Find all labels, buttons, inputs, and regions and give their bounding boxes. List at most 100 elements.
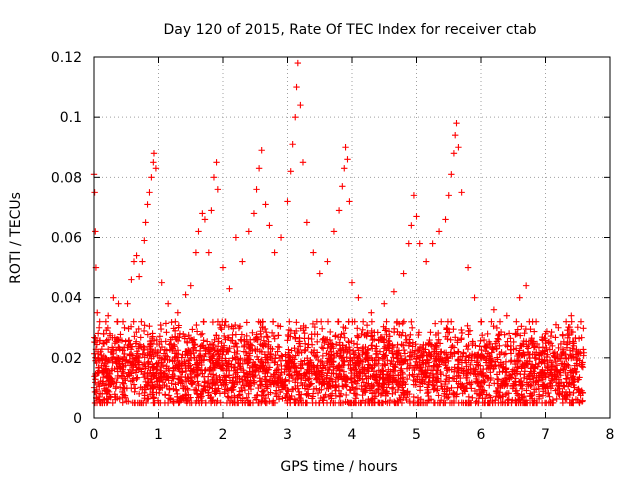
baseline-point (464, 322, 471, 330)
baseline-point (354, 344, 361, 351)
baseline-point (406, 352, 414, 359)
baseline-point (475, 362, 482, 369)
baseline-point (413, 347, 421, 355)
baseline-point (335, 382, 343, 390)
baseline-point (239, 378, 246, 386)
chart-title: Day 120 of 2015, Rate Of TEC Index for r… (163, 22, 536, 38)
baseline-point (308, 331, 315, 338)
baseline-point (382, 343, 389, 351)
baseline-point (282, 384, 290, 392)
baseline-point (318, 371, 325, 378)
baseline-point (171, 364, 179, 371)
baseline-point (425, 340, 432, 348)
baseline-point (390, 329, 398, 336)
baseline-point (163, 329, 170, 336)
baseline-point (279, 382, 286, 390)
baseline-point (337, 345, 344, 353)
baseline-point (512, 375, 519, 382)
baseline-point (333, 374, 341, 381)
baseline-point (404, 389, 411, 396)
baseline-point (425, 378, 432, 386)
baseline-point (204, 380, 212, 388)
baseline-point (365, 368, 372, 375)
baseline-point (493, 324, 501, 332)
baseline-point (254, 391, 261, 399)
baseline-point (475, 351, 482, 358)
baseline-point (234, 347, 241, 355)
baseline-point (445, 374, 453, 381)
baseline-point (238, 331, 246, 338)
plot-frame (93, 56, 611, 419)
baseline-point (119, 356, 126, 363)
baseline-point (354, 325, 361, 332)
baseline-point (225, 394, 232, 401)
baseline-point (175, 365, 182, 373)
baseline-point (308, 395, 316, 402)
baseline-point (478, 346, 485, 354)
baseline-point (114, 368, 121, 375)
baseline-point (157, 346, 164, 354)
baseline-point (315, 356, 322, 364)
baseline-point (135, 325, 142, 333)
baseline-point (478, 379, 485, 386)
baseline-point (253, 396, 260, 403)
baseline-point (150, 372, 158, 379)
baseline-point (106, 368, 113, 376)
baseline-point (136, 390, 143, 397)
baseline-point (518, 323, 525, 330)
baseline-point (209, 396, 217, 404)
data-point (310, 249, 317, 256)
baseline-point (526, 351, 534, 358)
baseline-point (513, 330, 521, 338)
baseline-point (343, 376, 350, 384)
baseline-point (267, 350, 275, 358)
baseline-point (518, 342, 525, 350)
baseline-point (367, 333, 375, 340)
baseline-point (441, 380, 449, 388)
baseline-point (364, 346, 372, 353)
baseline-point (408, 324, 416, 332)
baseline-point (247, 386, 255, 393)
baseline-point (398, 399, 406, 407)
baseline-point (225, 372, 233, 379)
baseline-point (548, 328, 555, 336)
y-tick-label: 0.02 (51, 351, 82, 367)
baseline-point (286, 396, 294, 403)
baseline-point (273, 387, 280, 394)
data-point (413, 213, 420, 220)
baseline-point (558, 360, 565, 367)
baseline-point (193, 387, 200, 394)
baseline-point (420, 359, 427, 366)
x-tick-label: 8 (606, 427, 615, 443)
data-point (324, 258, 331, 265)
baseline-point (336, 367, 344, 374)
baseline-point (337, 399, 345, 407)
data-point (516, 294, 523, 301)
baseline-point (563, 375, 571, 383)
data-point (210, 174, 218, 181)
baseline-point (431, 374, 439, 381)
baseline-point (509, 366, 517, 373)
baseline-point (170, 399, 177, 407)
baseline-point (288, 347, 295, 354)
baseline-point (257, 381, 264, 389)
baseline-point (244, 371, 252, 378)
baseline-point (290, 362, 298, 370)
baseline-point (128, 343, 136, 350)
baseline-point (327, 375, 334, 382)
baseline-point (229, 337, 236, 344)
baseline-point (435, 336, 442, 343)
data-point (335, 207, 343, 214)
data-point (95, 324, 103, 331)
baseline-point (165, 377, 172, 384)
baseline-point (562, 354, 570, 362)
baseline-point (560, 382, 568, 389)
baseline-point (557, 372, 564, 379)
baseline-point (153, 389, 160, 396)
baseline-point (171, 327, 179, 334)
baseline-point (137, 334, 144, 341)
baseline-point (474, 380, 482, 388)
baseline-point (549, 375, 556, 382)
baseline-point (402, 339, 410, 346)
baseline-point (348, 366, 355, 374)
